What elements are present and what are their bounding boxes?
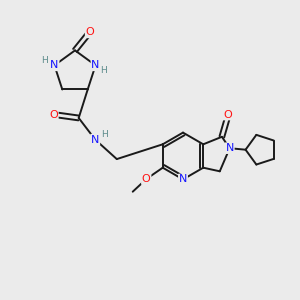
Text: H: H [41,56,48,65]
Text: O: O [224,110,232,120]
Text: N: N [226,143,234,153]
Text: O: O [142,174,151,184]
Text: N: N [179,174,187,184]
Text: H: H [101,130,108,139]
Text: N: N [50,60,59,70]
Text: N: N [91,135,99,145]
Text: O: O [49,110,58,120]
Text: O: O [85,27,94,38]
Text: N: N [92,60,100,70]
Text: H: H [100,66,107,75]
